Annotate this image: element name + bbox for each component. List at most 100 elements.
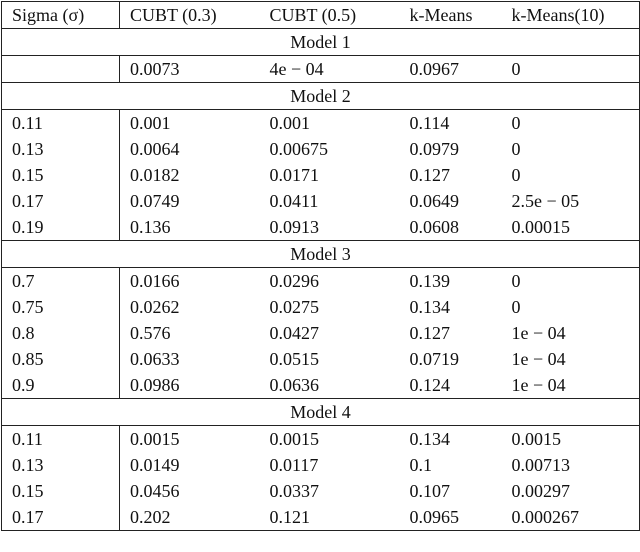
header-cell: CUBT (0.5): [259, 1, 400, 29]
section-row: Model 3: [1, 240, 640, 268]
data-cell: 0.1: [409, 455, 433, 475]
data-row: 0.15 0.0182 0.0171 0.127 0: [1, 162, 640, 188]
data-cell: 0.0633: [130, 349, 180, 369]
section-title: Model 3: [1, 240, 640, 268]
data-cell: 0.00297: [501, 478, 640, 504]
data-cell: 0.0275: [269, 297, 320, 317]
data-cell: 1e − 04: [501, 320, 640, 346]
data-cell: 0.107: [409, 481, 451, 501]
data-cell: 0.17: [1, 504, 120, 531]
data-cell: 0.0262: [130, 297, 180, 317]
data-cell: 0.127: [409, 165, 451, 185]
section-row: Model 2: [1, 82, 640, 110]
data-cell: 0.0965: [399, 504, 502, 531]
data-cell: 0.0117: [269, 455, 319, 475]
data-row: 0.75 0.0262 0.0275 0.134 0: [1, 294, 640, 320]
data-cell: 0.00015: [501, 214, 640, 241]
data-cell: 0.0967: [409, 59, 460, 79]
data-cell: 0.0411: [269, 191, 319, 211]
data-cell: 0.136: [130, 217, 171, 237]
data-cell: 0.0913: [269, 217, 320, 237]
data-row: 0.9 0.0986 0.0636 0.124 1e − 04: [1, 372, 640, 399]
data-cell: 0.0608: [409, 217, 460, 237]
data-cell: 2.5e − 05: [501, 188, 640, 214]
data-row: 0.19 0.136 0.0913 0.0608 0.00015: [1, 214, 640, 241]
results-table: Sigma (σ) CUBT (0.3) CUBT (0.5) k-Means k-Me…: [1, 1, 640, 531]
data-cell: 0.0515: [269, 349, 320, 369]
data-cell: 0.0636: [269, 375, 320, 395]
data-cell: 0.0749: [130, 191, 180, 211]
data-cell: 0.0015: [130, 429, 180, 449]
data-cell: 0: [501, 294, 640, 320]
data-cell: 0.15: [1, 478, 120, 504]
data-cell: 0: [501, 109, 640, 136]
data-cell: 0.0015: [269, 429, 320, 449]
data-cell: 0.0456: [130, 481, 180, 501]
data-row: 0.11 0.001 0.001 0.114 0: [1, 109, 640, 136]
header-cell: k-Means: [399, 1, 502, 29]
data-cell: 0.127: [409, 323, 451, 343]
data-cell: 0.0427: [269, 323, 320, 343]
data-cell: 0: [501, 55, 640, 83]
data-row: 0.17 0.202 0.121 0.0965 0.000267: [1, 504, 640, 531]
section-title: Model 2: [1, 82, 640, 110]
data-cell: 0.17: [1, 188, 120, 214]
data-row: 0.17 0.0749 0.0411 0.0649 2.5e − 05: [1, 188, 640, 214]
data-cell: 0.7: [1, 267, 120, 294]
data-row: 0.11 0.0015 0.0015 0.134 0.0015: [1, 425, 640, 452]
header-cell: Sigma (σ): [1, 1, 120, 29]
data-cell: 0.000267: [501, 504, 640, 531]
data-cell: 0.0649: [409, 191, 460, 211]
data-cell: 0.0719: [409, 349, 460, 369]
header-cell: CUBT (0.3): [119, 1, 260, 29]
data-cell: 0.8: [1, 320, 120, 346]
section-row: Model 1: [1, 28, 640, 56]
data-row: 0.85 0.0633 0.0515 0.0719 1e − 04: [1, 346, 640, 372]
data-cell: 0.202: [119, 504, 260, 531]
data-cell: 0.139: [409, 271, 451, 291]
data-cell: 0.001: [269, 113, 311, 133]
data-cell: [1, 55, 120, 83]
data-cell: 0.0182: [130, 165, 180, 185]
data-cell: 0.11: [1, 425, 120, 452]
data-cell: 0.114: [409, 113, 450, 133]
header-row: Sigma (σ) CUBT (0.3) CUBT (0.5) k-Means k-Me…: [1, 1, 640, 29]
header-cell: k-Means(10): [501, 1, 640, 29]
data-cell: 0.0979: [409, 139, 460, 159]
data-cell: 0.0296: [269, 271, 320, 291]
data-cell: 1e − 04: [501, 372, 640, 399]
data-cell: 0.0171: [269, 165, 320, 185]
data-cell: 0.15: [1, 162, 120, 188]
data-cell: 0: [501, 136, 640, 162]
data-cell: 0.11: [1, 109, 120, 136]
data-cell: 0.85: [1, 346, 120, 372]
data-cell: 0.576: [130, 323, 171, 343]
data-cell: 4e − 04: [269, 59, 324, 79]
data-cell: 0.0986: [130, 375, 180, 395]
data-cell: 0.75: [1, 294, 120, 320]
data-cell: 0.134: [409, 297, 451, 317]
data-cell: 0.00675: [269, 139, 329, 159]
data-cell: 0.0073: [130, 59, 180, 79]
section-row: Model 4: [1, 398, 640, 426]
data-cell: 0.121: [259, 504, 400, 531]
data-row: 0.15 0.0456 0.0337 0.107 0.00297: [1, 478, 640, 504]
data-cell: 0.0064: [130, 139, 180, 159]
data-cell: 0: [501, 267, 640, 294]
data-cell: 0.9: [1, 372, 120, 399]
data-row: 0.7 0.0166 0.0296 0.139 0: [1, 267, 640, 294]
data-cell: 0.134: [409, 429, 451, 449]
data-cell: 0.0149: [130, 455, 180, 475]
data-cell: 0.0166: [130, 271, 180, 291]
data-row: 0.13 0.0064 0.00675 0.0979 0: [1, 136, 640, 162]
data-cell: 1e − 04: [501, 346, 640, 372]
data-row: 0.0073 4e − 04 0.0967 0: [1, 55, 640, 83]
data-cell: 0.13: [1, 452, 120, 478]
data-cell: 0.19: [1, 214, 120, 241]
data-cell: 0.13: [1, 136, 120, 162]
data-cell: 0: [501, 162, 640, 188]
section-title: Model 4: [1, 398, 640, 426]
data-row: 0.8 0.576 0.0427 0.127 1e − 04: [1, 320, 640, 346]
data-cell: 0.0015: [501, 425, 640, 452]
